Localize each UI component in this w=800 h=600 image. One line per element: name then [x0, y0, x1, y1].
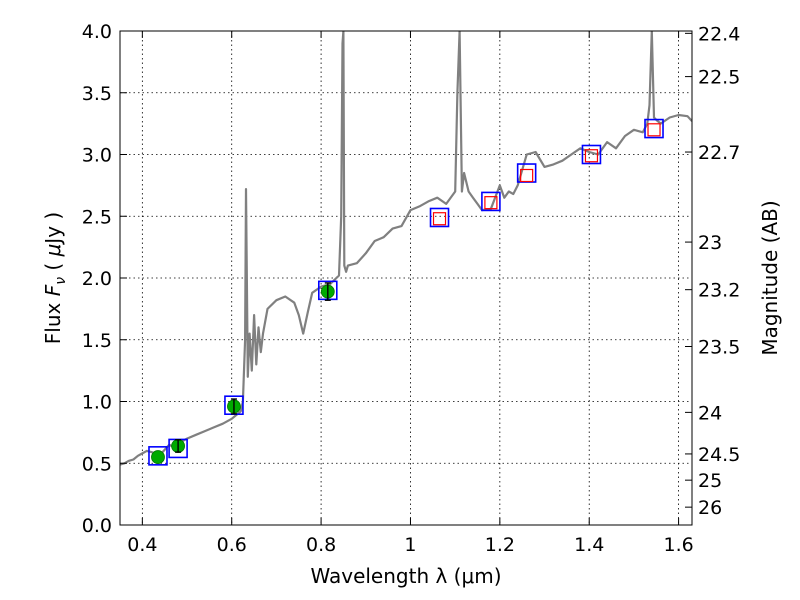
- y2-tick-label: 23: [698, 232, 722, 254]
- y2-tick-label: 24: [698, 402, 722, 424]
- axes-ticks: [120, 30, 692, 526]
- spectrum-line: [120, 31, 692, 466]
- y-axis-title: Flux Fν ( μJy ): [41, 212, 69, 344]
- y-tick-label: 2.5: [82, 206, 112, 228]
- y-tick-label: 3.5: [82, 83, 112, 105]
- upper-limit-point: [584, 149, 599, 163]
- x-tick-label: 1: [404, 534, 416, 556]
- y-tick-label: 1.5: [82, 330, 112, 352]
- y2-tick-label: 22.7: [698, 142, 740, 164]
- x-axis-title: Wavelength λ (μm): [310, 564, 501, 588]
- x-tick-label: 1.2: [485, 534, 515, 556]
- y-axis-title-unit-rest: Jy ): [41, 212, 65, 246]
- y-tick-label: 0.5: [82, 453, 112, 475]
- y2-tick-label: 26: [698, 497, 722, 519]
- grid: [120, 31, 692, 525]
- y-tick-label: 0.0: [82, 515, 112, 537]
- x-tick-label: 1.4: [574, 534, 604, 556]
- tick-labels: 0.4 0.6 0.8 1 1.2 1.4 1.6 0.0 0.5 1.0 1.5 2.0 2.5 3.0…: [82, 21, 741, 556]
- upper-limit-point: [432, 212, 447, 226]
- model-photometry-point: [581, 144, 602, 165]
- y2-tick-label: 25: [698, 470, 722, 492]
- detection-point: [151, 450, 165, 464]
- model-photometry-point: [429, 207, 450, 228]
- model-photometry-point: [644, 118, 664, 139]
- series-layer: [120, 31, 692, 466]
- upper-limit-point: [520, 168, 534, 183]
- secondary-y-axis-title: Magnitude (AB): [758, 200, 782, 355]
- upper-limit-point: [647, 123, 661, 137]
- model-photometry-point: [148, 446, 168, 466]
- upper-limit-point: [484, 196, 498, 210]
- y-axis-title-subscript: ν: [53, 277, 69, 285]
- y2-tick-label: 24.5: [698, 444, 740, 466]
- y-axis-title-symbol: F: [41, 284, 65, 296]
- y-axis-title-unit-mu: μ: [41, 244, 65, 258]
- x-tick-label: 0.6: [217, 534, 247, 556]
- y2-tick-label: 23.5: [698, 336, 740, 358]
- model-photometry-point: [481, 191, 501, 212]
- y-tick-label: 3.0: [82, 145, 112, 167]
- y2-tick-label: 22.4: [698, 23, 740, 45]
- y-axis-title-prefix: Flux: [41, 296, 65, 344]
- x-tick-label: 0.4: [127, 534, 157, 556]
- y-axis-title-unit-open: (: [41, 256, 65, 277]
- y2-tick-label: 23.2: [698, 280, 740, 302]
- y-tick-label: 1.0: [82, 392, 112, 414]
- y2-tick-label: 22.5: [698, 67, 740, 89]
- x-tick-label: 1.6: [663, 534, 693, 556]
- x-tick-label: 0.8: [306, 534, 336, 556]
- y-tick-label: 4.0: [82, 21, 112, 43]
- y-tick-label: 2.0: [82, 268, 112, 290]
